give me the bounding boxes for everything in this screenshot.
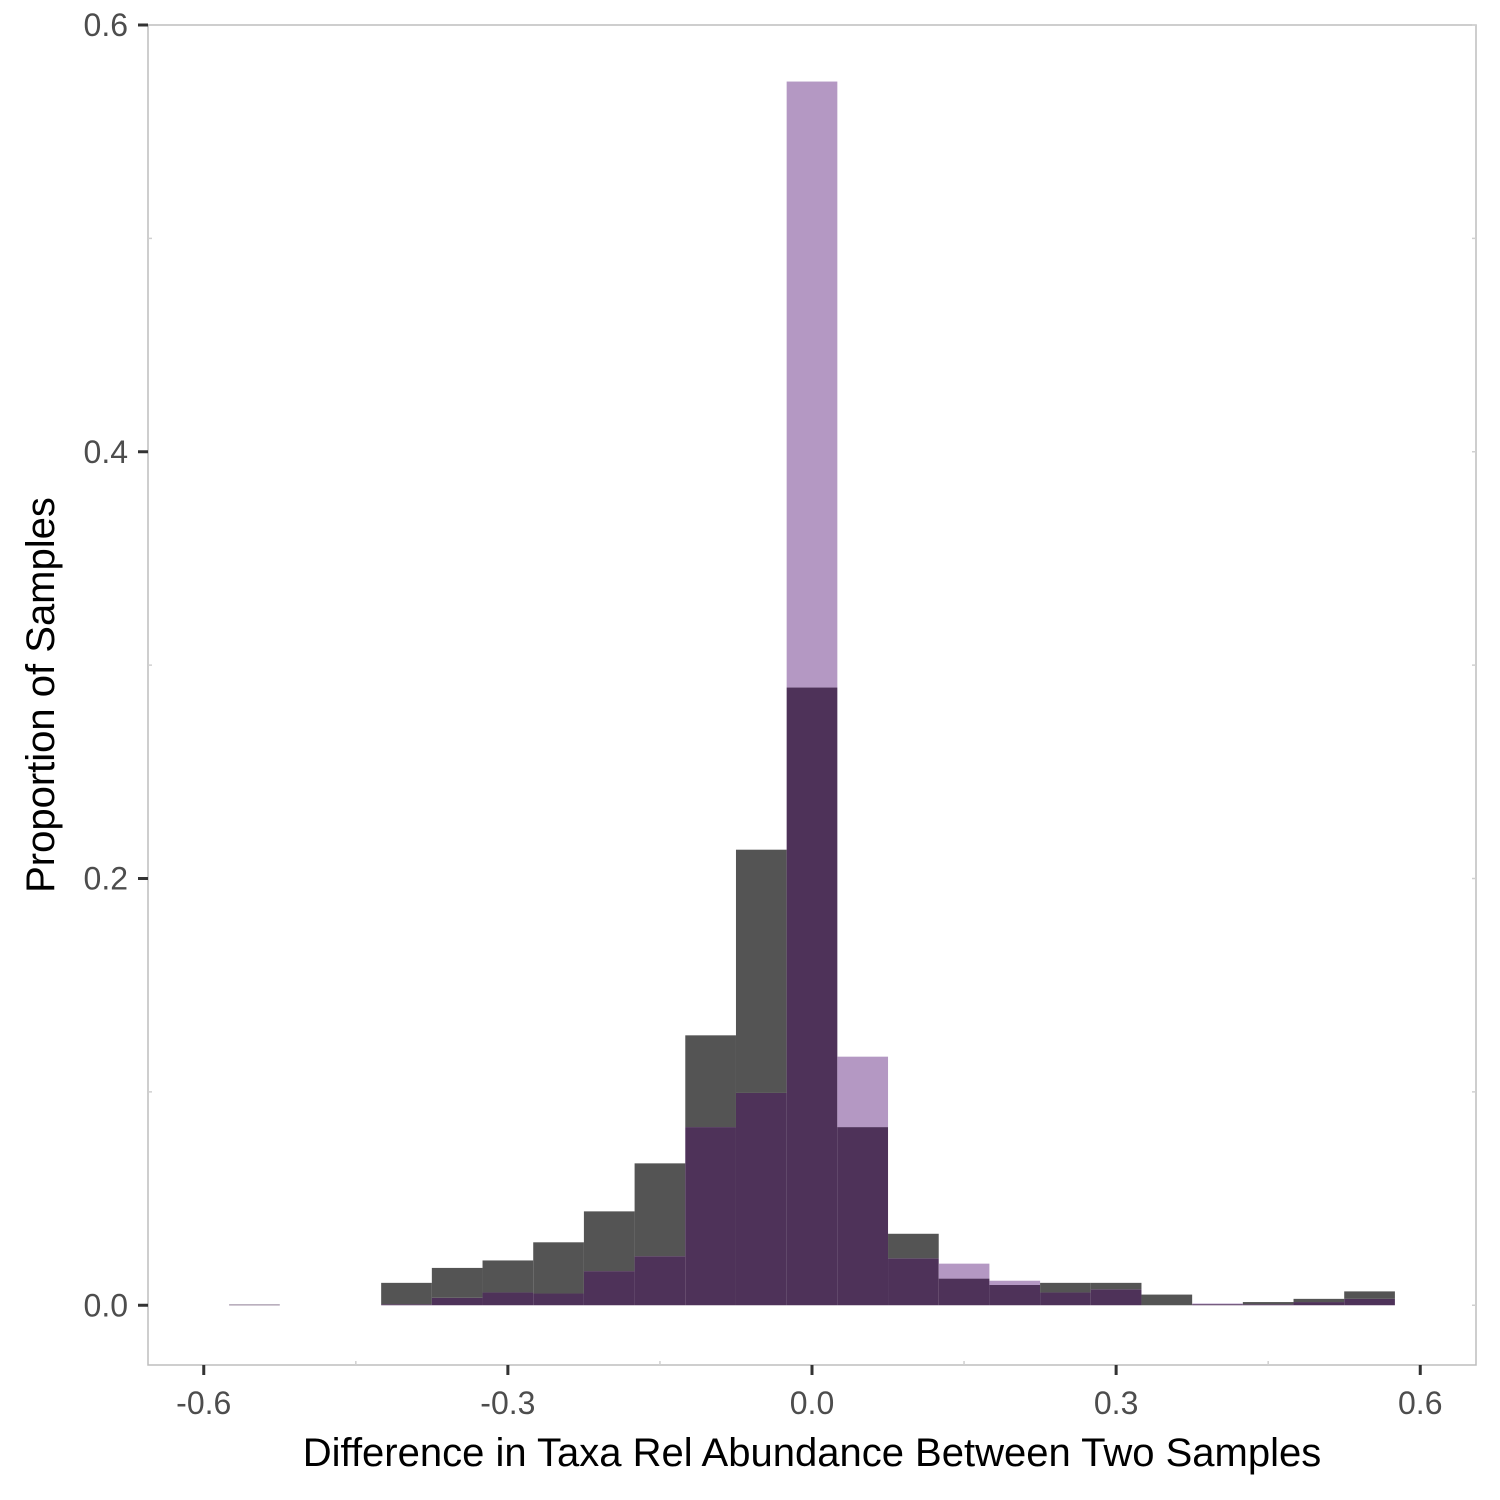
- bar-series-1: [1040, 1282, 1091, 1293]
- bar-series-1: [1090, 1282, 1142, 1290]
- y-axis-title: Proportion of Samples: [19, 497, 63, 893]
- axes-layer: 0.0 0.2 0.4 0.6 -0.6 -0.3 0.0 0.3 0.6: [84, 7, 1476, 1421]
- bar-overlap: [1242, 1304, 1294, 1306]
- bar-series-2: [938, 1263, 990, 1279]
- bar-series-2: [786, 81, 838, 688]
- bar-series-1: [482, 1260, 534, 1293]
- x-tick-label: 0.3: [1094, 1385, 1138, 1421]
- bar-overlap: [888, 1258, 939, 1306]
- bar-overlap: [381, 1304, 432, 1306]
- bar-overlap: [1344, 1298, 1395, 1306]
- x-tick-label: 0.0: [790, 1385, 834, 1421]
- bar-series-1: [1141, 1294, 1193, 1306]
- x-tick-label: -0.6: [176, 1385, 231, 1421]
- bar-series-1: [888, 1233, 939, 1259]
- bar-overlap: [685, 1127, 736, 1306]
- bar-series-2: [1192, 1303, 1243, 1305]
- bar-overlap: [837, 1127, 889, 1306]
- y-tick-label: 0.6: [84, 7, 128, 43]
- y-tick-label: 0.0: [84, 1287, 128, 1323]
- bar-series-1: [1293, 1298, 1345, 1303]
- bar-series-1: [381, 1282, 432, 1305]
- bar-overlap: [1293, 1302, 1345, 1306]
- bar-overlap: [735, 1092, 787, 1306]
- bar-series-1: [685, 1035, 736, 1128]
- bar-series-1: [1344, 1291, 1395, 1299]
- bar-overlap: [989, 1284, 1041, 1306]
- bar-overlap: [634, 1256, 686, 1306]
- bar-overlap: [1040, 1292, 1091, 1306]
- bars-layer: [229, 81, 1395, 1306]
- bar-series-1: [431, 1267, 483, 1298]
- bar-series-2: [989, 1280, 1041, 1285]
- bar-overlap: [533, 1293, 584, 1306]
- x-axis-title: Difference in Taxa Rel Abundance Between…: [303, 1431, 1321, 1475]
- bar-overlap: [482, 1292, 534, 1306]
- bar-overlap: [431, 1297, 483, 1306]
- bar-series-1: [533, 1242, 584, 1294]
- bar-series-1: [583, 1211, 635, 1272]
- bar-series-1: [735, 849, 787, 1093]
- bar-overlap: [786, 687, 838, 1306]
- bar-overlap: [938, 1278, 990, 1306]
- x-tick-label: 0.6: [1398, 1385, 1442, 1421]
- x-tick-label: -0.3: [480, 1385, 535, 1421]
- bar-overlap: [583, 1271, 635, 1306]
- bar-overlap: [1090, 1289, 1142, 1306]
- bar-series-1: [634, 1163, 686, 1257]
- bar-overlap: [229, 1304, 280, 1306]
- y-tick-label: 0.4: [84, 434, 128, 470]
- y-tick-label: 0.2: [84, 861, 128, 897]
- bar-series-2: [837, 1056, 889, 1128]
- bar-series-1: [1242, 1302, 1294, 1305]
- bar-overlap: [1192, 1304, 1243, 1306]
